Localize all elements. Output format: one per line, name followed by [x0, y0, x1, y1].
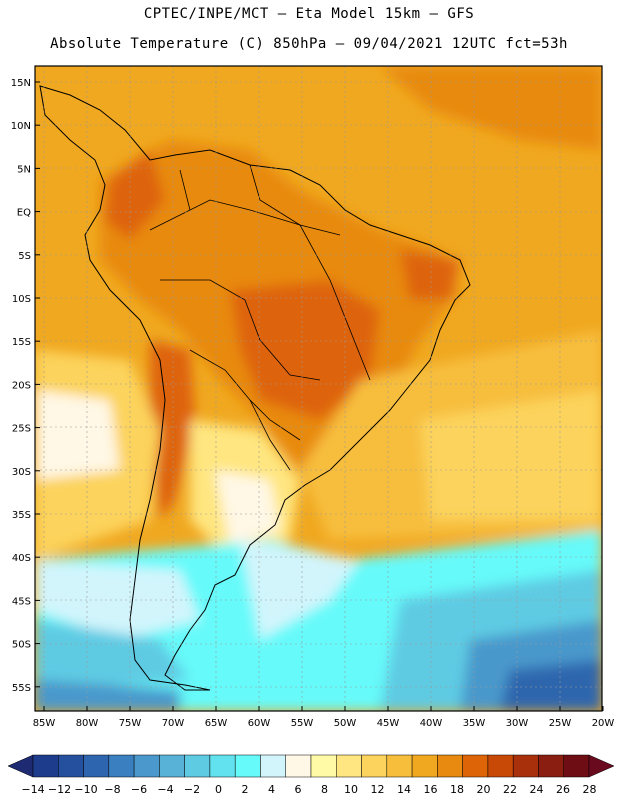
colorbar-swatch [310, 754, 337, 778]
colorbar-label: 8 [321, 783, 328, 796]
latitude-label: 50S [12, 640, 31, 651]
longitude-label: 35W [463, 718, 486, 729]
map-field [35, 66, 602, 711]
colorbar-label: −10 [74, 783, 97, 796]
latitude-label: 45S [12, 596, 31, 607]
latitude-label: 25S [12, 424, 31, 435]
colorbar-swatch [512, 754, 539, 778]
colorbar-label: 10 [344, 783, 358, 796]
colorbar-swatch [58, 754, 84, 778]
colorbar-label: −14 [21, 783, 44, 796]
longitude-label: 50W [334, 718, 357, 729]
longitude-label: 20W [592, 718, 615, 729]
longitude-label: 80W [76, 718, 99, 729]
colorbar-swatch [538, 754, 564, 778]
longitude-label: 60W [248, 718, 271, 729]
colorbar: −14 −12 −10 −8 −6 −4 −2 0 2 4 6 8 10 12 14 16 18 20 22 24 26… [7, 754, 615, 796]
longitude-label: 45W [377, 718, 400, 729]
colorbar-swatch [234, 754, 261, 778]
colorbar-swatch [159, 754, 185, 778]
colorbar-label: 16 [424, 783, 438, 796]
colorbar-label: 6 [295, 783, 302, 796]
colorbar-low-arrow [7, 754, 34, 778]
colorbar-label: 14 [397, 783, 411, 796]
colorbar-label: 22 [503, 783, 517, 796]
latitude-label: 10N [11, 121, 31, 132]
latitude-label: 5S [18, 251, 31, 262]
country-borders [149, 164, 371, 471]
colorbar-label: 24 [530, 783, 544, 796]
colorbar-label: 12 [371, 783, 385, 796]
colorbar-swatch [133, 754, 160, 778]
colorbar-swatch [386, 754, 413, 778]
colorbar-label: 26 [556, 783, 570, 796]
latitude-label: 5N [17, 164, 31, 175]
colorbar-swatch [83, 754, 110, 778]
latitude-label: 55S [12, 683, 31, 694]
longitude-label: 55W [291, 718, 314, 729]
colorbar-swatch [487, 754, 514, 778]
longitude-label: 40W [420, 718, 443, 729]
colorbar-label: −6 [131, 783, 147, 796]
colorbar-swatch [563, 754, 590, 778]
title-model: CPTEC/INPE/MCT – Eta Model 15km – GFS [143, 6, 475, 22]
title-field: Absolute Temperature (C) 850hPa – 09/04/… [50, 36, 568, 52]
colorbar-swatch [437, 754, 463, 778]
colorbar-swatch [411, 754, 438, 778]
latitude-label: 20S [12, 380, 31, 391]
colorbar-swatch [108, 754, 135, 778]
colorbar-swatch [184, 754, 211, 778]
latitude-label: 15S [12, 337, 31, 348]
latitude-label: 10S [12, 294, 31, 305]
latitude-label: EQ [17, 208, 31, 219]
latitude-label: 40S [12, 553, 31, 564]
colorbar-label: 28 [583, 783, 597, 796]
colorbar-swatch [260, 754, 286, 778]
colorbar-high-arrow [588, 754, 615, 778]
colorbar-swatch [209, 754, 236, 778]
longitude-label: 65W [205, 718, 228, 729]
colorbar-swatch [32, 754, 59, 778]
latitude-label: 35S [12, 510, 31, 521]
colorbar-label: −8 [104, 783, 120, 796]
colorbar-swatch [462, 754, 489, 778]
colorbar-label: 4 [268, 783, 275, 796]
colorbar-label: −12 [48, 783, 71, 796]
colorbar-label: 20 [477, 783, 491, 796]
colorbar-label: −2 [184, 783, 200, 796]
colorbar-label: −4 [157, 783, 173, 796]
colorbar-swatch [285, 754, 312, 778]
latitude-label: 15N [11, 78, 31, 89]
latitude-label: 30S [12, 467, 31, 478]
plot-frame [34, 65, 603, 712]
longitude-label: 70W [162, 718, 185, 729]
longitude-label: 85W [33, 718, 56, 729]
colorbar-label: 18 [450, 783, 464, 796]
longitude-labels: 85W 80W 75W 70W 65W 60W 55W 50W 45W 40W 35W 30W 25W 2… [33, 706, 615, 729]
latitude-labels: 15N 10N 5N EQ 5S 10S 15S 20S 25S 30S 35S 40S 45S 50S 5… [11, 78, 40, 694]
south-america-coastline [39, 85, 471, 691]
longitude-label: 30W [506, 718, 529, 729]
colorbar-label: 2 [242, 783, 249, 796]
longitude-label: 75W [119, 718, 142, 729]
colorbar-label: 0 [215, 783, 222, 796]
colorbar-swatch [361, 754, 388, 778]
longitude-label: 25W [549, 718, 572, 729]
colorbar-swatch [336, 754, 362, 778]
